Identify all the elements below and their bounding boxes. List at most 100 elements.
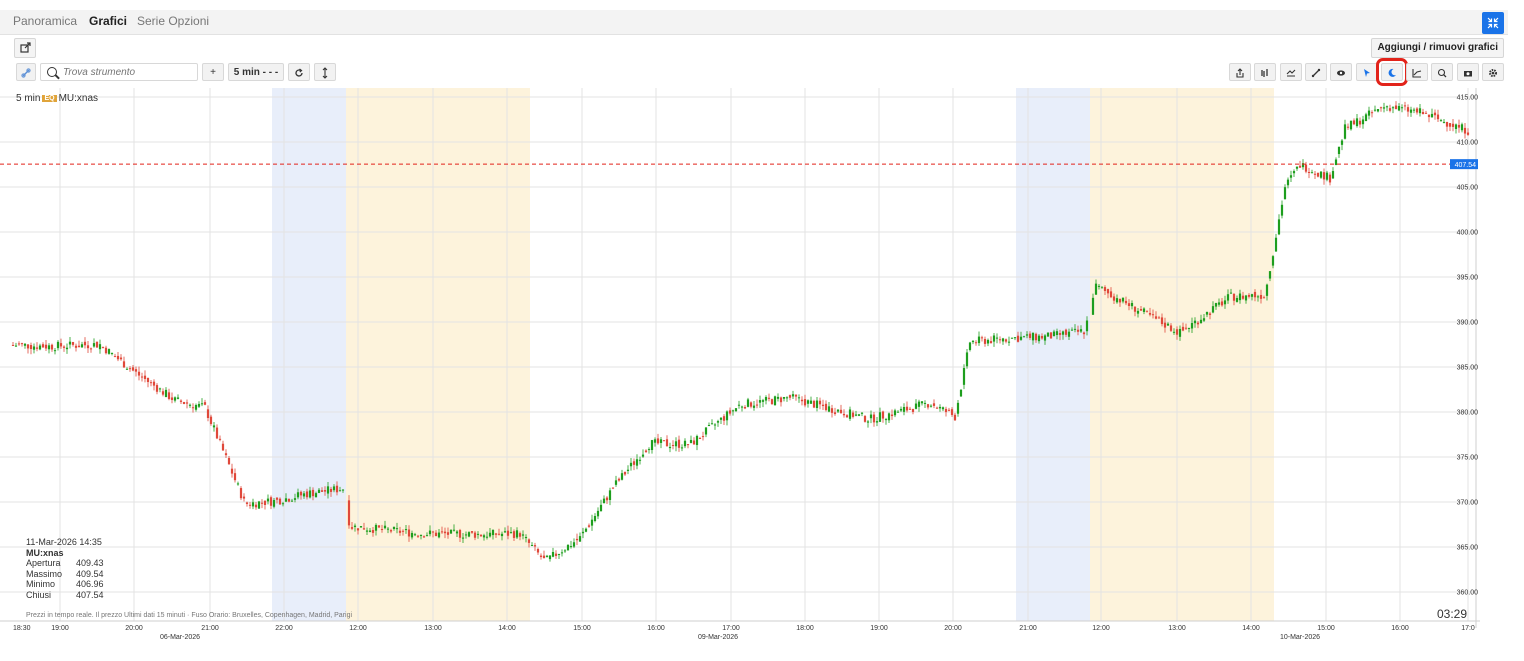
infobox-row: Apertura 409.43 bbox=[26, 558, 104, 569]
candle-body bbox=[734, 408, 738, 412]
candle-body bbox=[890, 414, 894, 417]
candle-body bbox=[833, 412, 837, 415]
tab-serie-opzioni[interactable]: Serie Opzioni bbox=[137, 14, 210, 28]
candle-body bbox=[1241, 295, 1245, 299]
candle-body bbox=[557, 554, 561, 556]
candle-body bbox=[1412, 109, 1416, 111]
candle-body bbox=[893, 410, 897, 416]
chart-symbol: MU:xnas bbox=[58, 93, 99, 104]
clock: 03:29 bbox=[1437, 607, 1468, 621]
candle-body bbox=[779, 397, 783, 403]
candle-body bbox=[1181, 326, 1185, 331]
candle-body bbox=[134, 369, 138, 372]
candle-body bbox=[194, 405, 198, 410]
candle-body bbox=[584, 528, 588, 532]
candle-body bbox=[236, 483, 240, 485]
candle-body bbox=[896, 411, 900, 413]
candle-body bbox=[1253, 291, 1257, 298]
candle-body bbox=[143, 375, 147, 379]
candle-body bbox=[1067, 331, 1071, 337]
candle-body bbox=[1268, 271, 1272, 279]
candle-body bbox=[1214, 303, 1218, 307]
candle-body bbox=[242, 496, 246, 499]
y-tick-label: 385.00 bbox=[1457, 365, 1479, 372]
candle-body bbox=[1442, 121, 1446, 123]
vertical-expand-icon[interactable] bbox=[314, 63, 336, 81]
settings-icon[interactable] bbox=[1482, 63, 1504, 81]
tab-panoramica[interactable]: Panoramica bbox=[13, 14, 78, 28]
candle-body bbox=[413, 534, 417, 536]
share-icon[interactable] bbox=[1229, 63, 1251, 81]
candle-body bbox=[341, 489, 345, 491]
candle-body bbox=[731, 410, 735, 412]
candle-body bbox=[842, 413, 846, 416]
instrument-search[interactable] bbox=[40, 63, 198, 81]
instrument-search-input[interactable] bbox=[63, 65, 193, 79]
candle-body bbox=[926, 404, 930, 408]
candle-body bbox=[659, 439, 663, 443]
candle-body bbox=[764, 397, 768, 401]
candle-body bbox=[788, 395, 792, 398]
candlestick-chart[interactable]: 19:00 20:00 21:00 22:00 12:00 13:00 14:00 15:00… bbox=[0, 88, 1480, 642]
candle-body bbox=[125, 368, 129, 370]
y-tick-label: 410.00 bbox=[1457, 140, 1479, 147]
candle-body bbox=[1451, 123, 1455, 127]
candle-body bbox=[137, 371, 141, 376]
zoom-icon[interactable] bbox=[1431, 63, 1454, 81]
y-tick-label: 400.00 bbox=[1457, 230, 1479, 237]
candle-body bbox=[1010, 337, 1014, 339]
x-tick-label: 17:0 bbox=[1461, 625, 1475, 632]
draw-line-icon[interactable] bbox=[1304, 63, 1327, 81]
candle-body bbox=[1343, 124, 1347, 139]
tab-grafici[interactable]: Grafici bbox=[89, 14, 128, 28]
cursor-icon[interactable] bbox=[1355, 63, 1378, 81]
candle-body bbox=[656, 438, 660, 444]
external-window-icon[interactable] bbox=[14, 38, 36, 58]
candle-body bbox=[14, 345, 18, 347]
candle-body bbox=[515, 530, 519, 538]
candle-body bbox=[326, 486, 330, 494]
candle-body bbox=[500, 533, 504, 537]
candle-body bbox=[800, 399, 804, 402]
candle-body bbox=[443, 531, 447, 534]
add-remove-charts-button[interactable]: Aggiungi / rimuovi grafici bbox=[1371, 38, 1504, 58]
night-mode-icon[interactable] bbox=[1375, 58, 1408, 86]
candle-body bbox=[1208, 313, 1212, 315]
candle-body bbox=[533, 545, 537, 547]
candle-body bbox=[74, 345, 78, 348]
interval-select[interactable]: 5 min - - - bbox=[228, 63, 284, 81]
candle-body bbox=[860, 412, 864, 414]
candle-body bbox=[1358, 120, 1362, 125]
candle-body bbox=[482, 535, 486, 538]
candle-body bbox=[1046, 332, 1050, 337]
candle-body bbox=[164, 389, 168, 398]
add-instrument-button[interactable]: + bbox=[202, 63, 224, 81]
eye-icon[interactable] bbox=[1330, 63, 1353, 81]
refresh-icon[interactable] bbox=[288, 63, 310, 81]
candle-body bbox=[1418, 108, 1422, 114]
candle-body bbox=[830, 408, 834, 413]
candle-body bbox=[644, 450, 648, 453]
candle-body bbox=[329, 488, 333, 492]
camera-icon[interactable] bbox=[1456, 63, 1479, 81]
indicators-icon[interactable] bbox=[1279, 63, 1302, 81]
compare-icon[interactable] bbox=[1254, 63, 1277, 81]
trend-icon[interactable] bbox=[1406, 63, 1429, 81]
x-tick-label: 21:00 bbox=[201, 625, 219, 632]
candle-body bbox=[1400, 107, 1404, 109]
candle-body bbox=[773, 396, 777, 406]
candle-body bbox=[1205, 312, 1209, 315]
candle-body bbox=[1037, 335, 1041, 342]
candle-body bbox=[461, 537, 465, 539]
ohlc-infobox: 11-Mar-2026 14:35 MU:xnas Apertura 409.43… bbox=[26, 537, 104, 600]
collapse-arrows-icon[interactable] bbox=[1482, 12, 1504, 34]
candle-body bbox=[671, 444, 675, 446]
candle-body bbox=[776, 396, 780, 399]
candle-body bbox=[545, 555, 549, 557]
candle-body bbox=[179, 400, 183, 402]
candle-body bbox=[1169, 325, 1173, 331]
candle-body bbox=[440, 531, 444, 533]
candle-body bbox=[683, 440, 687, 447]
candle-body bbox=[227, 458, 231, 465]
link-icon[interactable] bbox=[16, 63, 36, 81]
